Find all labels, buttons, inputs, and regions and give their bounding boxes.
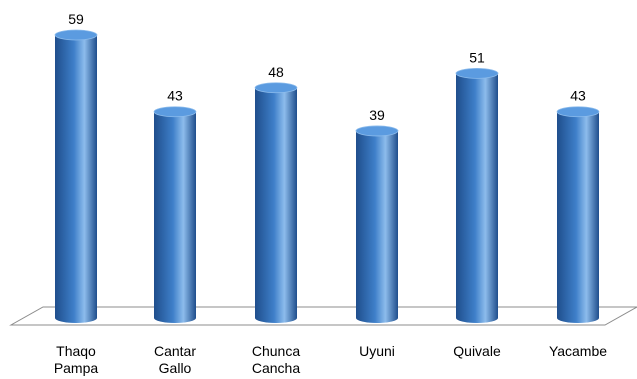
data-label: 59 — [68, 11, 84, 27]
bar — [254, 82, 298, 323]
bar-top — [355, 125, 399, 137]
bar-body — [356, 130, 398, 323]
bar-body — [255, 87, 297, 323]
bar — [355, 125, 399, 323]
data-label: 39 — [369, 107, 385, 123]
category-label-line: Cantar — [154, 343, 196, 359]
bar-body — [154, 111, 196, 324]
category-label: Yacambe — [549, 343, 607, 359]
category-label-line: Thaqo — [56, 343, 96, 359]
data-labels-layer: 59 43 48 39 51 43 — [68, 11, 586, 123]
bar-top — [254, 82, 298, 94]
bar-top — [556, 106, 600, 118]
category-label-line: Cancha — [252, 360, 300, 376]
data-label: 48 — [268, 64, 284, 80]
bar-top — [455, 67, 499, 79]
category-label-line: Uyuni — [359, 343, 395, 359]
category-label: Chunca Cancha — [252, 343, 300, 376]
category-label-line: Pampa — [54, 360, 99, 376]
bar — [54, 29, 98, 323]
data-label: 51 — [469, 49, 485, 65]
bar-body — [55, 35, 97, 323]
bar — [455, 67, 499, 323]
category-label-line: Gallo — [159, 360, 192, 376]
category-label: Uyuni — [359, 343, 395, 359]
bar — [153, 106, 197, 324]
bar-top — [54, 29, 98, 41]
category-label-line: Quivale — [453, 343, 501, 359]
bar — [556, 106, 600, 324]
category-label-line: Yacambe — [549, 343, 607, 359]
category-label: Cantar Gallo — [154, 343, 196, 376]
bar-body — [557, 111, 599, 324]
bars-layer — [54, 29, 600, 324]
data-label: 43 — [167, 88, 183, 104]
bar-body — [456, 73, 498, 323]
category-labels-layer: Thaqo Pampa Cantar Gallo Chunca Cancha Uyuni Qu… — [54, 343, 607, 376]
data-label: 43 — [570, 88, 586, 104]
category-label: Quivale — [453, 343, 501, 359]
category-label-line: Chunca — [252, 343, 300, 359]
bar-top — [153, 106, 197, 118]
chart-floor — [9, 306, 637, 326]
category-label: Thaqo Pampa — [54, 343, 99, 376]
